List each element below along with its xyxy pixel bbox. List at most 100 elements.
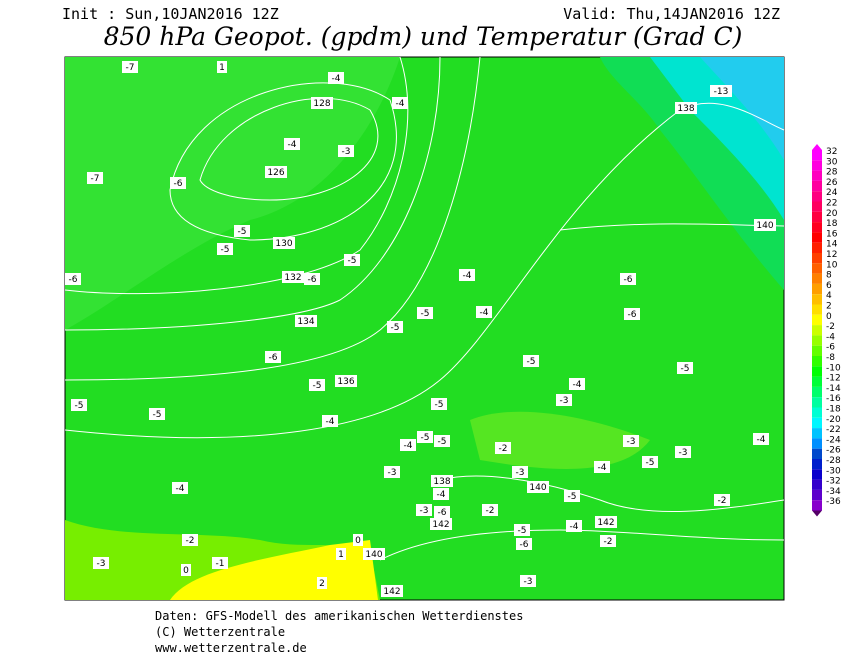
contour-label: -2 [604,537,613,547]
contour-label: 142 [432,520,449,530]
label-box [416,504,432,516]
contour-label: 0 [183,566,189,576]
contour-label: -4 [396,99,405,109]
colorbar-label: -32 [826,477,841,487]
contours [64,56,785,561]
label-box [87,172,103,184]
contour-label: -6 [628,310,637,320]
label-box [595,516,617,528]
contour-label: -7 [126,63,135,73]
contour-label: -2 [186,536,195,546]
label-box [527,481,549,493]
label-box [212,557,228,569]
map-title: 850 hPa Geopot. (gpdm) und Temperatur (G… [104,22,743,51]
label-box [417,307,433,319]
contour-label: 1 [219,63,225,73]
label-box [353,534,363,546]
label-box [623,435,639,447]
colorbar-cell [812,304,822,315]
contour-label: -3 [388,468,397,478]
colorbar-label: 2 [826,302,832,312]
label-box [65,273,81,285]
contour-label: -4 [598,463,607,473]
contour-label: 140 [529,483,546,493]
label-box [431,475,453,487]
colorbar: 32302826242220181614121086420-2-4-6-8-10… [812,144,841,517]
colorbar-cell [812,201,822,212]
contour-label: -4 [326,417,335,427]
contour-label: 126 [267,168,284,178]
colorbar-label: -22 [826,425,841,435]
colorbar-label: 8 [826,271,832,281]
contour-label: 142 [597,518,614,528]
label-box [675,102,697,114]
label-box [710,85,732,97]
contour-label: -2 [718,496,727,506]
label-box [363,548,385,560]
label-box [217,243,233,255]
contour-label: -4 [176,484,185,494]
contour-label: 128 [313,99,330,109]
colorbar-arrow [812,510,822,517]
colorbar-label: 6 [826,281,832,291]
colorbar-cell [812,469,822,480]
valid-time: Valid: Thu,14JAN2016 12Z [563,5,780,23]
contour-label: 130 [275,239,292,249]
contour-label: 142 [383,587,400,597]
contour-label: -6 [69,275,78,285]
label-box [122,61,138,73]
temp-zone [65,57,400,330]
colorbar-cell [812,314,822,326]
label-box [295,315,317,327]
colorbar-label: -10 [826,363,841,373]
contour-label: -3 [524,577,533,587]
label-box [304,273,320,285]
colorbar-cell [812,386,822,398]
colorbar-cell [812,170,822,181]
contour-label: -5 [238,227,247,237]
colorbar-cell [812,417,822,429]
footer-line: www.wetterzentrale.de [155,641,307,655]
label-box [381,585,403,597]
contour-label: -2 [486,506,495,516]
contour-label: -5 [527,357,536,367]
colorbar-cell [812,160,822,171]
contour-label: -4 [570,522,579,532]
colorbar-cell [812,366,822,377]
colorbar-cell [812,500,822,511]
label-box [317,577,327,589]
label-box [714,494,730,506]
label-box [754,219,776,231]
contour-label: -3 [420,506,429,516]
label-box [512,466,528,478]
colorbar-label: 12 [826,250,837,260]
contour-label: -5 [153,410,162,420]
colorbar-label: 14 [826,240,838,250]
label-box [434,506,450,518]
label-box [273,237,295,249]
contour-label: -13 [714,87,729,97]
label-box [569,378,585,390]
colorbar-label: -26 [826,446,841,456]
contour-label: -4 [463,271,472,281]
colorbar-cell [812,211,822,223]
label-box [753,433,769,445]
colorbar-label: 16 [826,229,838,239]
contour-label: -6 [624,275,633,285]
contour-label: -3 [560,396,569,406]
label-box [172,482,188,494]
colorbar-label: -4 [826,332,835,342]
colorbar-label: -30 [826,466,841,476]
colorbar-cell [812,273,822,284]
label-box [516,538,532,550]
label-box [514,524,530,536]
label-box [71,399,87,411]
label-box [336,548,346,560]
contour-label: -6 [174,179,183,189]
contour-label: -5 [681,364,690,374]
colorbar-cell [812,428,822,439]
contour-label: 140 [365,550,382,560]
temp-zone [700,57,784,160]
contour-label: -5 [313,381,322,391]
colorbar-cell [812,242,822,253]
